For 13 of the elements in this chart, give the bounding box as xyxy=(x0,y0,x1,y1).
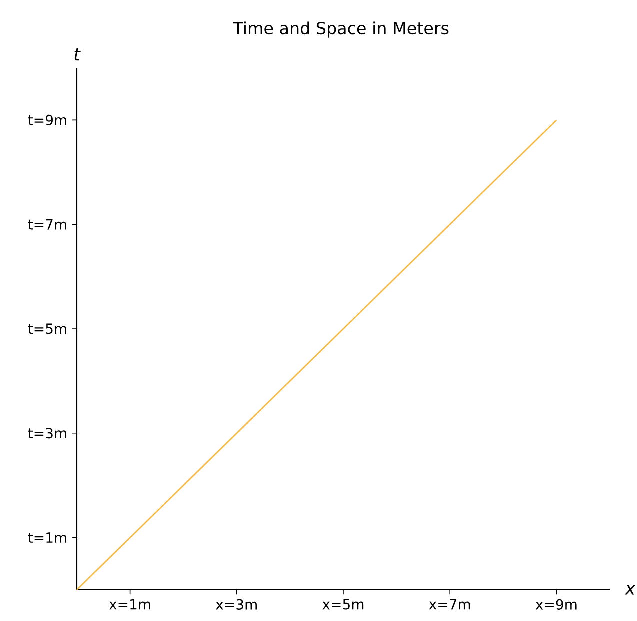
x-tick-label: x=7m xyxy=(429,599,470,610)
chart-title: Time and Space in Meters xyxy=(233,22,449,38)
x-tick-label: x=9m xyxy=(536,599,577,610)
x-axis-title: x xyxy=(624,585,636,595)
x-tick-label: x=5m xyxy=(322,599,364,610)
y-axis-title: t xyxy=(74,48,81,61)
x-tick-label: x=1m xyxy=(109,599,150,610)
y-tick-label: t=7m xyxy=(28,219,66,230)
y-tick-label: t=1m xyxy=(28,532,66,543)
y-tick-label: t=3m xyxy=(28,428,66,439)
x-tick-label: x=3m xyxy=(216,599,257,610)
y-tick-label: t=5m xyxy=(28,324,66,334)
y-tick-label: t=9m xyxy=(28,114,66,126)
